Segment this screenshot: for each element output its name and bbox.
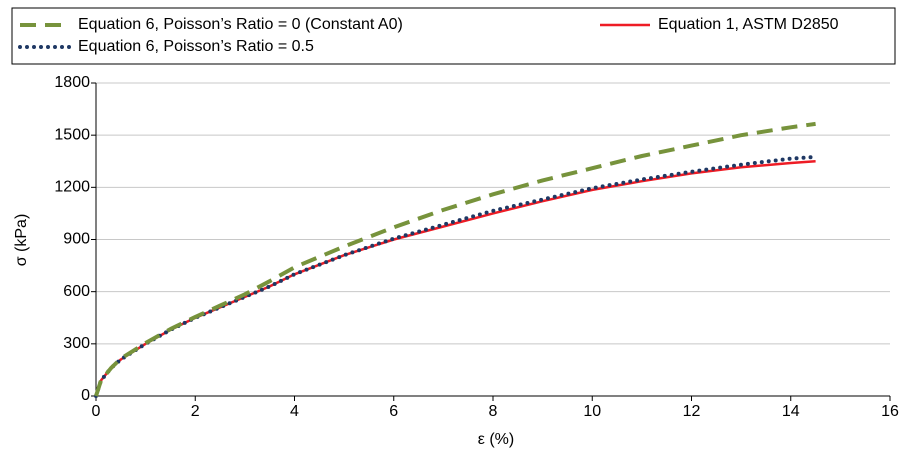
line-series — [94, 154, 818, 398]
x-tick-label: 14 — [782, 403, 800, 420]
x-axis-label: ε (%) — [478, 431, 514, 448]
y-tick-label: 300 — [63, 335, 90, 352]
x-tick-label: 10 — [583, 403, 601, 420]
y-axis-label: σ (kPa) — [13, 214, 30, 267]
x-tick-label: 16 — [881, 403, 899, 420]
x-tick-label: 8 — [489, 403, 498, 420]
legend-label: Equation 6, Poisson’s Ratio = 0 (Constan… — [78, 16, 403, 33]
y-tick-label: 1200 — [54, 179, 90, 196]
x-tick-label: 12 — [683, 403, 701, 420]
legend-label: Equation 6, Poisson’s Ratio = 0.5 — [78, 38, 314, 55]
y-tick-label: 600 — [63, 283, 90, 300]
y-tick-label: 1500 — [54, 126, 90, 143]
line-series — [94, 160, 816, 397]
line-series — [94, 121, 816, 397]
x-tick-label: 2 — [191, 403, 200, 420]
legend-label: Equation 1, ASTM D2850 — [658, 16, 839, 33]
legend-box — [11, 7, 896, 65]
x-tick-label: 4 — [290, 403, 299, 420]
y-tick-label: 1800 — [54, 74, 90, 91]
x-tick-label: 6 — [389, 403, 398, 420]
y-tick-label: 900 — [63, 231, 90, 248]
y-tick-label: 0 — [81, 387, 90, 404]
x-tick-label: 0 — [92, 403, 101, 420]
